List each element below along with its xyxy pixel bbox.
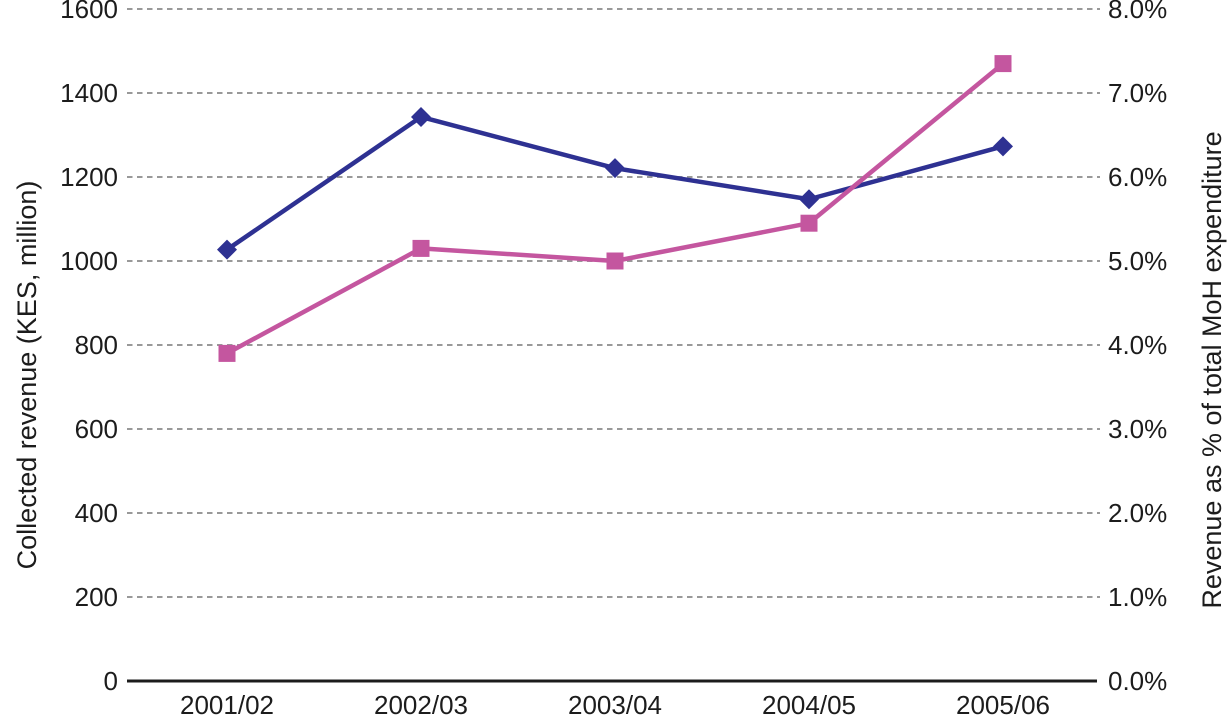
series-line-collected-revenue <box>224 114 1006 252</box>
marker-diamond-collected-revenue <box>799 189 819 210</box>
right-tick-label: 6.0% <box>1108 162 1167 192</box>
left-tick-label: 1200 <box>60 162 118 192</box>
left-tick-label: 400 <box>75 498 118 528</box>
marker-diamond-collected-revenue <box>993 136 1013 157</box>
x-tick-label: 2005/06 <box>956 690 1050 718</box>
right-tick-label: 3.0% <box>1108 414 1167 444</box>
x-tick-label: 2002/03 <box>374 690 468 718</box>
marker-diamond-collected-revenue <box>217 239 237 260</box>
series-line-revenue-pct <box>224 61 1006 356</box>
right-tick-label: 1.0% <box>1108 582 1167 612</box>
x-tick-label: 2001/02 <box>180 690 274 718</box>
right-tick-label: 2.0% <box>1108 498 1167 528</box>
right-axis-title: Revenue as % of total MoH expenditure <box>1197 131 1227 608</box>
left-tick-label: 800 <box>75 330 118 360</box>
gridlines <box>127 8 1100 598</box>
x-axis-category-labels: 2001/02 2002/03 2003/04 2004/05 2005/06 <box>180 690 1050 718</box>
right-tick-label: 8.0% <box>1108 0 1167 24</box>
right-axis-tick-labels: 0.0% 1.0% 2.0% 3.0% 4.0% 5.0% 6.0% 7.0% 8.0% <box>1108 0 1167 696</box>
marker-diamond-collected-revenue <box>605 158 625 179</box>
marker-square-revenue-pct <box>994 55 1012 73</box>
marker-square-revenue-pct <box>606 252 624 270</box>
right-tick-label: 7.0% <box>1108 78 1167 108</box>
marker-square-revenue-pct <box>218 344 236 362</box>
x-tick-label: 2004/05 <box>762 690 856 718</box>
left-tick-label: 1400 <box>60 78 118 108</box>
right-tick-label: 0.0% <box>1108 666 1167 696</box>
left-tick-label: 1000 <box>60 246 118 276</box>
series-lines <box>217 55 1013 362</box>
left-tick-label: 0 <box>104 666 118 696</box>
left-axis-title: Collected revenue (KES, million) <box>12 181 42 570</box>
right-tick-label: 4.0% <box>1108 330 1167 360</box>
marker-diamond-collected-revenue <box>411 106 431 127</box>
marker-square-revenue-pct <box>800 214 818 232</box>
left-tick-label: 200 <box>75 582 118 612</box>
x-tick-label: 2003/04 <box>568 690 662 718</box>
marker-square-revenue-pct <box>412 239 430 257</box>
right-tick-label: 5.0% <box>1108 246 1167 276</box>
left-tick-label: 1600 <box>60 0 118 24</box>
left-tick-label: 600 <box>75 414 118 444</box>
left-axis-tick-labels: 0 200 400 600 800 1000 1200 1400 1600 <box>60 0 118 696</box>
